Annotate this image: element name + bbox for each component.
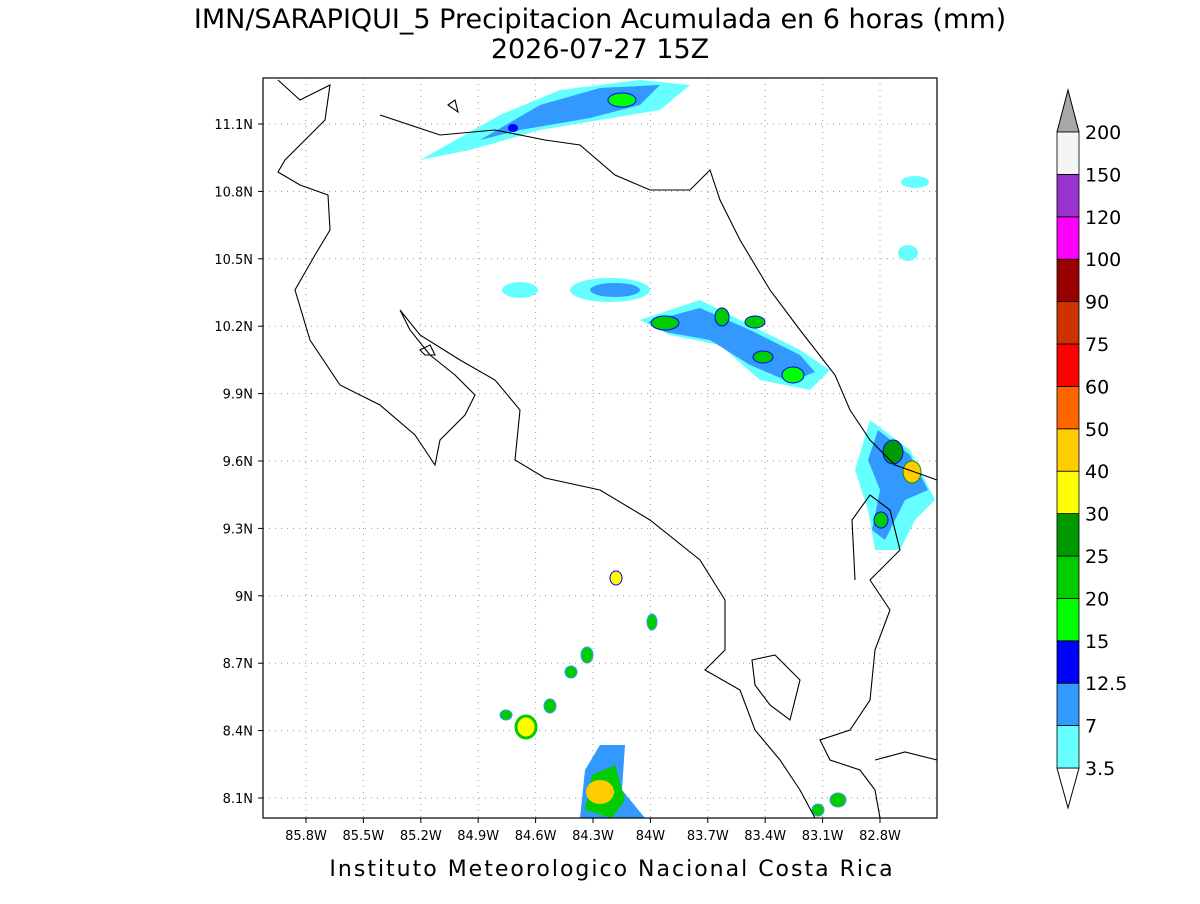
lon-tick-label: 84.6W (515, 829, 557, 844)
colorbar-label: 12.5 (1085, 673, 1127, 695)
colorbar-label: 60 (1085, 376, 1109, 398)
colorbar-swatch (1056, 513, 1080, 557)
footer: Instituto Meteorologico Nacional Costa R… (329, 857, 894, 882)
lat-tick-label: 9.9N (223, 388, 253, 403)
colorbar-swatch (1056, 598, 1080, 642)
colorbar-swatch (1056, 173, 1080, 218)
colorbar-swatch (1056, 301, 1080, 345)
colorbar-swatch (1056, 385, 1080, 430)
map-frame (262, 77, 938, 819)
coastlines (277, 79, 938, 819)
colorbar-over (1056, 88, 1080, 133)
lon-tick-label: 84.3W (572, 829, 614, 844)
colorbar-label: 90 (1085, 292, 1109, 314)
lat-tick-label: 8.1N (223, 792, 253, 807)
axes: 85.8W 85.5W 85.2W 84.9W 84.6W 84.3W 84W 83.7W 83… (214, 118, 901, 844)
lon-tick-label: 83.1W (802, 829, 844, 844)
colorbar-swatch (1056, 470, 1080, 515)
lat-tick-label: 10.8N (214, 185, 253, 200)
lat-tick-label: 11.1N (214, 118, 253, 133)
colorbar-label: 15 (1085, 631, 1109, 653)
colorbar-label: 200 (1085, 122, 1121, 144)
colorbar-swatch (1056, 428, 1080, 472)
colorbar-label: 30 (1085, 504, 1109, 526)
lon-tick-label: 82.8W (859, 829, 901, 844)
colorbar-label: 25 (1085, 546, 1109, 568)
lon-tick-label: 83.7W (687, 829, 729, 844)
lon-tick-label: 83.4W (744, 829, 786, 844)
colorbar-swatch (1056, 682, 1080, 727)
lat-tick-label: 9.6N (223, 455, 253, 470)
colorbar-under (1056, 767, 1080, 810)
lon-tick-label: 84W (636, 829, 666, 844)
colorbar-label: 40 (1085, 461, 1109, 483)
colorbar: 3.5 7 12.5 15 20 25 30 40 50 60 75 90 100 120 150 200 (1056, 88, 1127, 810)
lat-tick-label: 10.2N (214, 320, 253, 335)
colorbar-swatch (1056, 216, 1080, 260)
lat-tick-label: 9N (235, 590, 253, 605)
title: IMN/SARAPIQUI_5 Precipitacion Acumulada … (194, 4, 1006, 35)
colorbar-swatch (1056, 555, 1080, 599)
colorbar-label: 50 (1085, 419, 1109, 441)
colorbar-swatch (1056, 725, 1080, 769)
lat-tick-label: 8.7N (223, 657, 253, 672)
lat-tick-label: 9.3N (223, 522, 253, 537)
colorbar-label: 7 (1085, 716, 1097, 738)
lon-tick-label: 85.5W (342, 829, 384, 844)
colorbar-label: 150 (1085, 164, 1121, 186)
colorbar-label: 20 (1085, 588, 1109, 610)
grid (263, 78, 937, 818)
lon-tick-label: 85.8W (285, 829, 327, 844)
lon-tick-label: 84.9W (457, 829, 499, 844)
colorbar-swatch (1056, 258, 1080, 303)
subtitle: 2026-07-27 15Z (491, 34, 709, 65)
colorbar-swatch (1056, 343, 1080, 387)
lat-tick-label: 10.5N (214, 253, 253, 268)
colorbar-swatch (1056, 640, 1080, 684)
precipitation (420, 80, 935, 818)
lon-tick-label: 85.2W (400, 829, 442, 844)
colorbar-label: 120 (1085, 207, 1121, 229)
colorbar-label: 100 (1085, 249, 1121, 271)
colorbar-swatch (1056, 131, 1080, 175)
colorbar-label: 3.5 (1085, 758, 1115, 780)
lat-tick-label: 8.4N (223, 725, 253, 740)
colorbar-label: 75 (1085, 334, 1109, 356)
